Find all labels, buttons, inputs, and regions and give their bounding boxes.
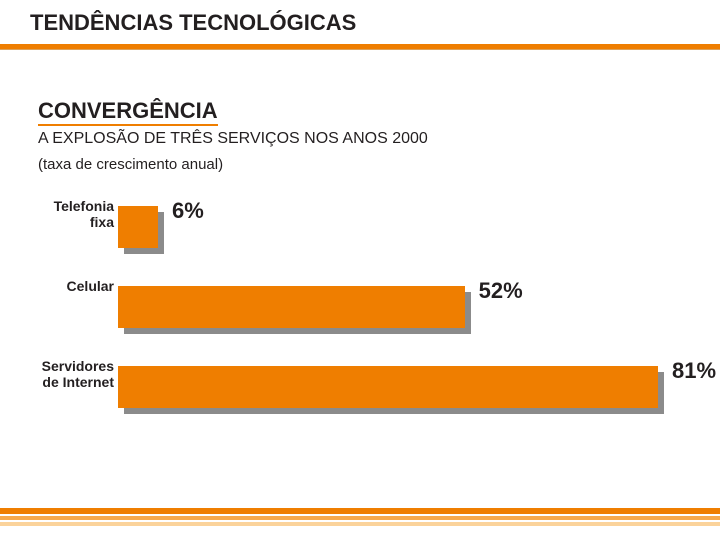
page-title: TENDÊNCIAS TECNOLÓGICAS: [30, 10, 356, 35]
footer-band: [0, 508, 720, 514]
footer-decoration: [0, 504, 720, 526]
bar-label: Celular: [24, 278, 114, 294]
bar-value: 6%: [172, 198, 204, 224]
slide: TENDÊNCIAS TECNOLÓGICAS CONVERGÊNCIA A E…: [0, 0, 720, 540]
bar-value: 52%: [479, 278, 523, 304]
bar-row: Celular 52%: [24, 272, 684, 336]
subtitle: A EXPLOSÃO DE TRÊS SERVIÇOS NOS ANOS 200…: [38, 130, 428, 148]
bar: [118, 286, 465, 328]
paren-text: (taxa de crescimento anual): [38, 156, 223, 173]
section-heading: CONVERGÊNCIA: [38, 98, 218, 126]
bar-row: Servidoresde Internet81%: [24, 352, 684, 416]
bar-label: Servidoresde Internet: [24, 358, 114, 390]
bar: [118, 366, 658, 408]
title-underline-sub: [0, 49, 720, 50]
bar-row: Telefoniafixa 6%: [24, 192, 684, 256]
title-block: TENDÊNCIAS TECNOLÓGICAS: [30, 10, 356, 36]
footer-band: [0, 516, 720, 520]
bar: [118, 206, 158, 248]
bar-chart: Telefoniafixa 6% Celular 52% Servidoresde In…: [24, 192, 684, 432]
bar-value: 81%: [672, 358, 716, 384]
footer-band: [0, 522, 720, 526]
bar-label: Telefoniafixa: [24, 198, 114, 230]
